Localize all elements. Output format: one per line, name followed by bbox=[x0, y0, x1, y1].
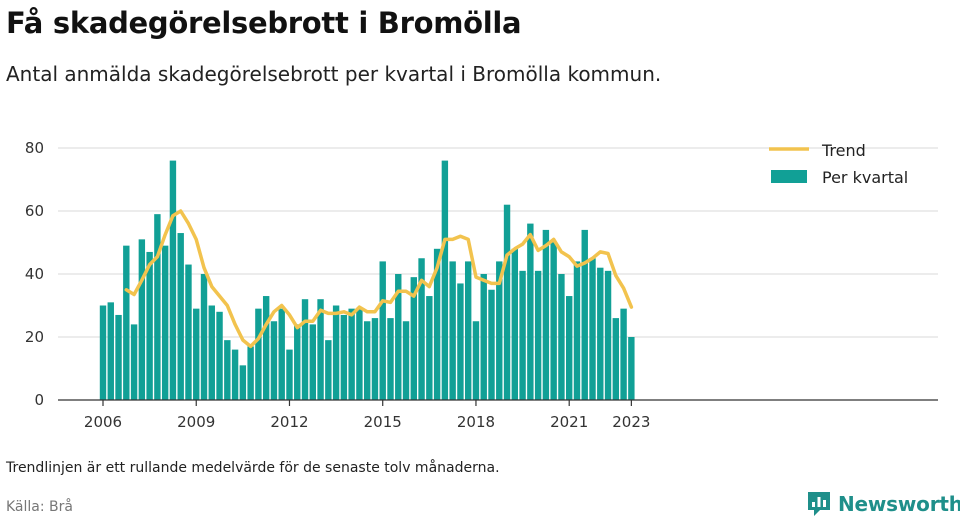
bar bbox=[620, 308, 627, 400]
bar bbox=[527, 223, 534, 400]
bar bbox=[371, 318, 379, 400]
bar bbox=[216, 311, 223, 400]
chart-subtitle: Antal anmälda skadegörelsebrott per kvar… bbox=[6, 62, 662, 86]
bar bbox=[480, 274, 487, 400]
bar bbox=[332, 305, 340, 400]
bar bbox=[255, 308, 262, 400]
bar bbox=[294, 324, 301, 400]
bar bbox=[270, 321, 278, 400]
bar bbox=[177, 233, 184, 400]
brand-logo: Newsworthy bbox=[806, 490, 960, 518]
bar bbox=[348, 308, 355, 400]
bar bbox=[542, 229, 550, 400]
bar bbox=[123, 245, 130, 400]
bar bbox=[146, 251, 153, 400]
bar bbox=[558, 274, 565, 400]
legend-trend-label: Trend bbox=[821, 141, 866, 160]
bar bbox=[193, 308, 200, 400]
bar bbox=[185, 264, 192, 400]
x-tick-label: 2012 bbox=[270, 413, 308, 431]
bar bbox=[604, 270, 612, 400]
bar bbox=[581, 229, 588, 400]
bar bbox=[224, 340, 231, 400]
x-tick-label: 2018 bbox=[457, 413, 495, 431]
newsworthy-logo-icon bbox=[808, 492, 830, 516]
bar bbox=[208, 305, 215, 400]
bar bbox=[356, 308, 363, 400]
bar bbox=[239, 365, 247, 400]
x-tick-label: 2015 bbox=[364, 413, 402, 431]
bar bbox=[589, 258, 596, 400]
source-text: Källa: Brå bbox=[6, 499, 73, 515]
bar bbox=[488, 289, 495, 400]
bar bbox=[496, 261, 503, 400]
chart: 0 20 40 60 80 2006 2009 2012 2015 2018 2021 2023 T… bbox=[25, 139, 938, 431]
bar bbox=[107, 302, 114, 400]
bar bbox=[138, 239, 146, 400]
bar bbox=[115, 314, 122, 400]
bar bbox=[511, 248, 519, 400]
trend-line bbox=[124, 209, 634, 349]
bar bbox=[441, 160, 449, 400]
bar bbox=[612, 318, 620, 400]
bar bbox=[410, 277, 417, 400]
bar bbox=[573, 261, 581, 400]
bar bbox=[262, 296, 270, 400]
x-axis-ticks: 2006 2009 2012 2015 2018 2021 2023 bbox=[84, 400, 650, 431]
bar bbox=[379, 261, 386, 400]
bar bbox=[503, 204, 511, 400]
bar bbox=[247, 346, 254, 400]
bar bbox=[433, 248, 441, 400]
bar bbox=[161, 245, 169, 400]
bar bbox=[550, 242, 557, 400]
bar bbox=[325, 340, 332, 400]
bar bbox=[449, 261, 456, 400]
bar bbox=[301, 299, 309, 400]
bar bbox=[628, 337, 635, 400]
y-tick-label: 80 bbox=[25, 139, 44, 157]
bar bbox=[464, 261, 472, 400]
bar bbox=[231, 349, 239, 400]
bar bbox=[130, 324, 138, 400]
bar bbox=[519, 270, 526, 400]
y-tick-label: 60 bbox=[25, 202, 44, 220]
bar bbox=[387, 318, 394, 400]
bar bbox=[457, 283, 464, 400]
y-tick-label: 20 bbox=[25, 328, 44, 346]
bar bbox=[340, 314, 348, 400]
y-axis-ticks: 0 20 40 60 80 bbox=[25, 139, 44, 409]
bar bbox=[278, 308, 285, 400]
bar bbox=[309, 324, 316, 400]
bar bbox=[597, 267, 604, 400]
bar bbox=[169, 160, 177, 400]
bar bbox=[286, 349, 293, 400]
bar bbox=[317, 299, 324, 400]
bar bbox=[154, 214, 161, 400]
x-tick-label: 2006 bbox=[84, 413, 122, 431]
y-tick-label: 0 bbox=[34, 391, 44, 409]
footnote: Trendlinjen är ett rullande medelvärde f… bbox=[6, 460, 500, 476]
legend-bar-label: Per kvartal bbox=[822, 168, 908, 187]
bar bbox=[418, 258, 425, 400]
bar bbox=[426, 296, 433, 400]
bar bbox=[99, 305, 107, 400]
bar bbox=[363, 321, 371, 400]
legend-bar-swatch bbox=[771, 170, 807, 183]
x-tick-label: 2021 bbox=[550, 413, 588, 431]
bar bbox=[402, 321, 410, 400]
chart-title: Få skadegörelsebrott i Bromölla bbox=[6, 6, 522, 40]
bar bbox=[472, 321, 480, 400]
legend: Trend Per kvartal bbox=[769, 141, 908, 187]
brand-name: Newsworthy bbox=[838, 492, 960, 516]
x-tick-label: 2023 bbox=[612, 413, 650, 431]
x-tick-label: 2009 bbox=[177, 413, 215, 431]
y-tick-label: 40 bbox=[25, 265, 44, 283]
bar bbox=[395, 274, 402, 400]
bar bbox=[534, 270, 542, 400]
bar bbox=[200, 274, 208, 400]
bars bbox=[99, 160, 635, 400]
bar bbox=[566, 296, 573, 400]
